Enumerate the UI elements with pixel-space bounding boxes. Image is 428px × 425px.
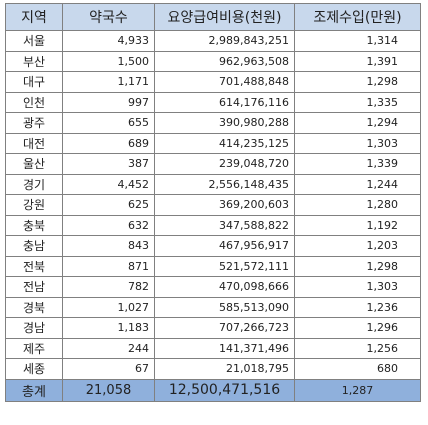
table-row: 광주 655 390,980,288 1,294 (5, 112, 421, 134)
table-row: 울산 387 239,048,720 1,339 (5, 153, 421, 175)
table-row: 인천 997 614,176,116 1,335 (5, 91, 421, 113)
cell-income: 1,335 (294, 91, 421, 113)
cell-region: 제주 (5, 337, 63, 359)
header-row: 지역 약국수 요양급여비용(천원) 조제수입(만원) (5, 3, 421, 31)
cell-pharmacies: 387 (62, 153, 155, 175)
header-income: 조제수입(만원) (294, 3, 421, 31)
table-row: 충북 632 347,588,822 1,192 (5, 214, 421, 236)
cell-pharmacies: 1,171 (62, 71, 155, 93)
cell-income: 1,298 (294, 255, 421, 277)
cell-pharmacies: 782 (62, 276, 155, 298)
cell-income: 1,298 (294, 71, 421, 93)
cell-income: 1,303 (294, 276, 421, 298)
cell-region: 부산 (5, 50, 63, 72)
cell-region: 경기 (5, 173, 63, 195)
cell-income: 680 (294, 358, 421, 380)
cell-pharmacies: 655 (62, 112, 155, 134)
cell-region: 충북 (5, 214, 63, 236)
cell-pharmacies: 244 (62, 337, 155, 359)
cell-region: 세종 (5, 358, 63, 380)
table-row: 전북 871 521,572,111 1,298 (5, 255, 421, 277)
cell-cost: 2,989,843,251 (154, 30, 295, 52)
cell-cost: 614,176,116 (154, 91, 295, 113)
cell-pharmacies: 4,452 (62, 173, 155, 195)
cell-cost: 414,235,125 (154, 132, 295, 154)
cell-pharmacies: 1,500 (62, 50, 155, 72)
cell-region: 경남 (5, 317, 63, 339)
cell-income: 1,294 (294, 112, 421, 134)
total-income: 1,287 (294, 378, 421, 402)
cell-cost: 962,963,508 (154, 50, 295, 72)
cell-region: 대구 (5, 71, 63, 93)
cell-income: 1,391 (294, 50, 421, 72)
total-cost: 12,500,471,516 (154, 378, 295, 402)
cell-cost: 239,048,720 (154, 153, 295, 175)
cell-region: 전북 (5, 255, 63, 277)
cell-cost: 2,556,148,435 (154, 173, 295, 195)
cell-cost: 701,488,848 (154, 71, 295, 93)
cell-income: 1,280 (294, 194, 421, 216)
cell-pharmacies: 689 (62, 132, 155, 154)
cell-cost: 141,371,496 (154, 337, 295, 359)
cell-income: 1,339 (294, 153, 421, 175)
cell-pharmacies: 632 (62, 214, 155, 236)
cell-region: 경북 (5, 296, 63, 318)
table-row: 부산 1,500 962,963,508 1,391 (5, 50, 421, 72)
cell-region: 강원 (5, 194, 63, 216)
total-region: 총계 (5, 378, 63, 402)
cell-income: 1,192 (294, 214, 421, 236)
cell-cost: 347,588,822 (154, 214, 295, 236)
cell-cost: 585,513,090 (154, 296, 295, 318)
table-row: 경남 1,183 707,266,723 1,296 (5, 317, 421, 339)
cell-region: 충남 (5, 235, 63, 257)
cell-cost: 369,200,603 (154, 194, 295, 216)
table-row: 제주 244 141,371,496 1,256 (5, 337, 421, 359)
cell-income: 1,203 (294, 235, 421, 257)
header-region: 지역 (5, 3, 63, 31)
cell-cost: 21,018,795 (154, 358, 295, 380)
table-row: 충남 843 467,956,917 1,203 (5, 235, 421, 257)
cell-cost: 390,980,288 (154, 112, 295, 134)
cell-pharmacies: 625 (62, 194, 155, 216)
cell-region: 인천 (5, 91, 63, 113)
header-pharmacies: 약국수 (62, 3, 155, 31)
cell-income: 1,256 (294, 337, 421, 359)
cell-pharmacies: 67 (62, 358, 155, 380)
table-row: 서울 4,933 2,989,843,251 1,314 (5, 30, 421, 52)
table-row: 대전 689 414,235,125 1,303 (5, 132, 421, 154)
cell-region: 전남 (5, 276, 63, 298)
cell-pharmacies: 1,027 (62, 296, 155, 318)
table-row: 대구 1,171 701,488,848 1,298 (5, 71, 421, 93)
cell-pharmacies: 1,183 (62, 317, 155, 339)
cell-income: 1,314 (294, 30, 421, 52)
cell-region: 광주 (5, 112, 63, 134)
cell-region: 대전 (5, 132, 63, 154)
header-cost: 요양급여비용(천원) (154, 3, 295, 31)
total-pharmacies: 21,058 (62, 378, 155, 402)
cell-income: 1,244 (294, 173, 421, 195)
table-row: 경북 1,027 585,513,090 1,236 (5, 296, 421, 318)
cell-pharmacies: 997 (62, 91, 155, 113)
total-row: 총계 21,058 12,500,471,516 1,287 (5, 378, 421, 402)
cell-pharmacies: 871 (62, 255, 155, 277)
table-row: 세종 67 21,018,795 680 (5, 358, 421, 380)
cell-pharmacies: 843 (62, 235, 155, 257)
table-row: 강원 625 369,200,603 1,280 (5, 194, 421, 216)
cell-region: 서울 (5, 30, 63, 52)
cell-cost: 521,572,111 (154, 255, 295, 277)
table-row: 경기 4,452 2,556,148,435 1,244 (5, 173, 421, 195)
table-row: 전남 782 470,098,666 1,303 (5, 276, 421, 298)
cell-income: 1,296 (294, 317, 421, 339)
cell-income: 1,303 (294, 132, 421, 154)
cell-region: 울산 (5, 153, 63, 175)
cell-cost: 470,098,666 (154, 276, 295, 298)
pharmacy-region-table: 지역 약국수 요양급여비용(천원) 조제수입(만원) 서울 4,933 2,989,… (5, 3, 421, 402)
cell-pharmacies: 4,933 (62, 30, 155, 52)
cell-cost: 467,956,917 (154, 235, 295, 257)
cell-cost: 707,266,723 (154, 317, 295, 339)
cell-income: 1,236 (294, 296, 421, 318)
